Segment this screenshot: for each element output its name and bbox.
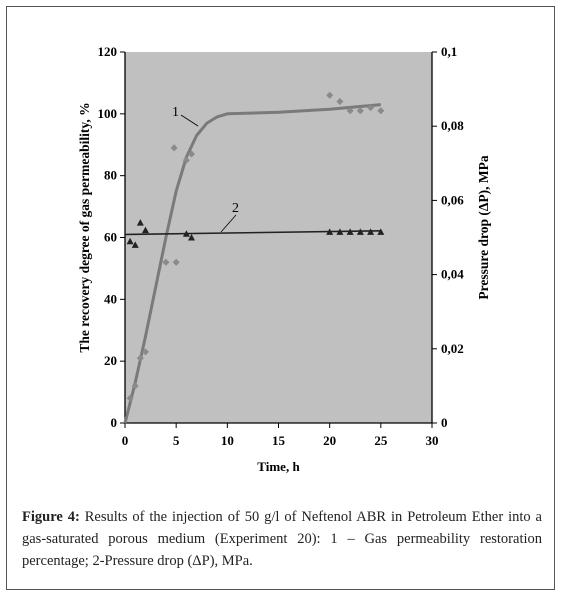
series-2-point [367, 228, 375, 235]
series-1-point [187, 150, 196, 158]
x-axis-label: Time, h [257, 459, 300, 474]
x-tick-label: 15 [272, 433, 286, 448]
x-tick-label: 25 [374, 433, 388, 448]
series-1-point [367, 104, 375, 112]
series-1 [123, 91, 385, 424]
curve-label-2-leader [220, 214, 237, 233]
series-1-point [162, 258, 170, 266]
y-right-tick-label: 0 [441, 415, 448, 430]
series-2-point [141, 226, 149, 234]
series-1-point [346, 107, 354, 115]
tick-labels: 0 5 10 15 20 25 3002040608010012000,020,040,06… [98, 44, 465, 448]
x-tick-label: 20 [323, 433, 336, 448]
series-2-point [131, 241, 139, 248]
series-1-point [336, 97, 344, 106]
y-left-tick-label: 40 [104, 291, 117, 306]
series-2-point [326, 228, 334, 235]
y-left-tick-label: 80 [104, 168, 117, 183]
axes [120, 51, 437, 428]
series-layer: 12 [123, 91, 385, 424]
series-2-point [346, 228, 354, 235]
series-1-point [131, 382, 139, 390]
series-2-point [126, 237, 134, 245]
series-1-point [126, 394, 134, 402]
y-left-tick-label: 20 [104, 353, 117, 368]
caption-label: Figure 4: [22, 509, 80, 525]
series-1-point [356, 107, 364, 115]
series-1-point [182, 156, 190, 164]
series-1-trend-line [123, 103, 381, 424]
y-right-tick-label: 0,06 [441, 192, 464, 207]
series-2-trend-line [124, 230, 381, 236]
series-1-point [326, 91, 334, 99]
y-right-tick-label: 0,02 [441, 341, 464, 356]
curve-label-2: 2 [232, 201, 239, 216]
x-tick-label: 10 [221, 433, 234, 448]
figure-frame [6, 6, 555, 590]
figure-caption: Figure 4: Results of the injection of 50… [22, 506, 542, 572]
x-tick-label: 0 [122, 433, 129, 448]
series-2-point [188, 234, 196, 241]
y-left-tick-label: 100 [98, 106, 118, 121]
series-2-point [136, 219, 144, 226]
x-tick-label: 5 [173, 433, 180, 448]
y-left-axis-label: The recovery degree of gas permeability,… [77, 102, 92, 352]
series-2 [124, 219, 385, 248]
y-right-tick-label: 0,1 [441, 44, 457, 59]
y-left-tick-label: 0 [111, 415, 118, 430]
curve-label-1-leader [180, 114, 199, 127]
series-1-point [170, 144, 178, 152]
dual-axis-chart: 0 5 10 15 20 25 3002040608010012000,020,040,06… [77, 44, 491, 474]
series-1-point [136, 354, 144, 362]
caption-text: Results of the injection of 50 g/l of Ne… [22, 509, 542, 569]
curve-label-1: 1 [172, 105, 179, 120]
series-2-point [377, 228, 385, 235]
y-right-tick-label: 0,04 [441, 267, 464, 282]
series-1-point [377, 107, 385, 115]
y-right-axis-label: Pressure drop (ΔP), MPa [476, 155, 491, 299]
y-right-tick-label: 0,08 [441, 118, 464, 133]
x-tick-label: 30 [426, 433, 439, 448]
series-2-point [356, 228, 364, 235]
series-1-point [141, 348, 150, 356]
y-left-tick-label: 120 [98, 44, 118, 59]
series-2-point [182, 230, 190, 237]
y-left-tick-label: 60 [104, 230, 117, 245]
series-2-point [336, 228, 344, 235]
series-1-point [172, 258, 180, 266]
